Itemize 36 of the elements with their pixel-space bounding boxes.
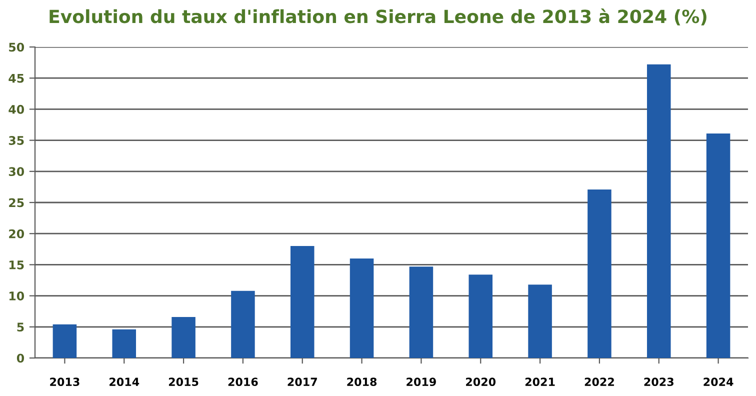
- bar: [468, 274, 493, 358]
- bar: [528, 284, 552, 358]
- x-tick-label: 2019: [406, 378, 436, 386]
- bar: [409, 266, 434, 358]
- bar: [350, 258, 374, 358]
- y-tick-label: 30: [8, 167, 24, 176]
- bar: [231, 290, 255, 358]
- y-tick-label: 25: [9, 198, 24, 208]
- y-tick-label: 5: [17, 322, 24, 332]
- x-tick-label: 2017: [288, 378, 317, 386]
- chart-title: Evolution du taux d'inflation en Sierra Leone de 2013 à 2024 (%): [50, 8, 706, 26]
- bar: [290, 246, 314, 358]
- x-tick-label: 2015: [168, 378, 198, 386]
- x-tick-label: 2013: [50, 378, 80, 386]
- y-tick-label: 10: [9, 292, 24, 300]
- bar: [706, 133, 730, 358]
- x-tick-label: 2018: [347, 378, 377, 386]
- y-tick-label: 35: [8, 136, 24, 145]
- y-tick-label: 45: [8, 74, 24, 83]
- y-tick-label: 15: [9, 260, 24, 270]
- y-tick-label: 20: [9, 229, 24, 238]
- bar: [646, 64, 671, 358]
- x-tick-label: 2023: [644, 378, 674, 386]
- x-tick-label: 2021: [525, 378, 555, 386]
- x-tick-label: 2022: [584, 378, 614, 386]
- y-tick-label: 50: [9, 42, 24, 52]
- x-tick-label: 2014: [110, 378, 140, 386]
- bar: [172, 316, 196, 358]
- x-tick-label: 2024: [704, 378, 734, 386]
- x-tick-label: 2016: [228, 378, 258, 386]
- bar: [52, 324, 77, 358]
- x-tick-label: 2020: [466, 378, 496, 386]
- bar: [112, 329, 136, 358]
- y-tick-label: 0: [16, 354, 24, 363]
- bar: [588, 189, 612, 358]
- y-tick-label: 40: [8, 104, 24, 114]
